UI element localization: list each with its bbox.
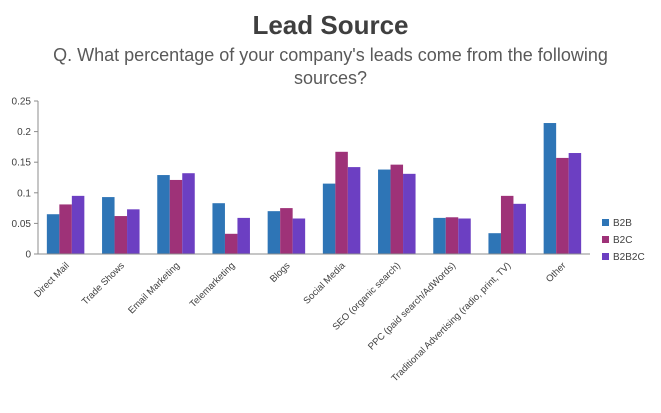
bar-b2b-8: [488, 233, 501, 254]
bar-b2c-0: [59, 204, 72, 254]
bar-b2b-5: [322, 183, 336, 254]
legend-swatch-b2c: [602, 236, 609, 243]
bar-b2b-7: [433, 217, 446, 254]
y-tick-label: 0.1: [17, 188, 31, 199]
bar-b2c-7: [445, 217, 459, 254]
x-tick-label: PPC (paid search/AdWords): [366, 260, 458, 352]
y-tick-label: 0.25: [12, 97, 32, 108]
x-tick-label: Telemarketing: [188, 260, 238, 310]
bar-b2b2c-6: [403, 173, 416, 254]
x-tick-label: Social Media: [301, 260, 348, 307]
y-tick-label: 0.05: [12, 219, 32, 230]
bar-b2b2c-8: [513, 203, 526, 254]
x-tick-label: Other: [544, 260, 569, 285]
bar-b2b-6: [378, 169, 391, 254]
bar-b2b2c-1: [127, 209, 140, 254]
bar-b2c-8: [500, 195, 514, 254]
x-tick-label: Blogs: [268, 260, 293, 285]
bar-b2b2c-2: [182, 173, 195, 254]
x-axis: Direct Mail Trade Shows Email Marketing Tel…: [32, 253, 590, 384]
bar-group: [46, 123, 582, 254]
y-tick-label: 0.2: [17, 127, 31, 138]
bar-b2b-2: [157, 175, 170, 254]
legend-swatch-b2b2c: [602, 253, 609, 260]
bar-b2b-3: [212, 203, 225, 254]
legend: B2B B2C B2B2C: [602, 218, 645, 263]
legend-label: B2B2C: [613, 252, 645, 263]
legend-label: B2B: [613, 218, 632, 229]
bar-b2b-4: [267, 211, 281, 254]
bar-b2b2c-5: [347, 167, 361, 254]
bar-b2b2c-9: [568, 153, 582, 254]
bar-b2b-9: [543, 123, 557, 254]
bar-b2c-4: [280, 208, 293, 254]
bar-b2c-9: [556, 157, 569, 254]
bar-b2c-2: [169, 179, 183, 254]
y-tick-label: 0.15: [12, 158, 32, 169]
bar-b2b2c-0: [71, 195, 85, 254]
legend-label: B2C: [613, 235, 632, 246]
x-tick-label: Email Marketing: [126, 260, 182, 316]
bar-b2b2c-7: [458, 218, 471, 254]
x-tick-label: Direct Mail: [32, 260, 72, 300]
bar-b2c-1: [114, 216, 128, 254]
bar-b2b-1: [102, 197, 115, 254]
bar-b2b2c-4: [292, 218, 306, 254]
legend-swatch-b2b: [602, 219, 609, 226]
y-tick-label: 0: [25, 250, 31, 261]
chart-title: Lead Source: [252, 10, 409, 40]
chart-subtitle: Q. What percentage of your company's lea…: [53, 45, 608, 88]
bar-b2b2c-3: [237, 217, 250, 254]
bar-b2b-0: [46, 214, 60, 254]
bar-b2c-6: [390, 164, 404, 254]
bar-b2c-3: [224, 233, 238, 254]
x-tick-label: Traditional Advertising (radio, print, T…: [389, 260, 513, 384]
bar-b2c-5: [335, 151, 348, 254]
x-tick-label: Trade Shows: [80, 260, 127, 307]
y-axis: 0 0.05 0.1 0.15 0.2 0.25: [12, 97, 39, 261]
